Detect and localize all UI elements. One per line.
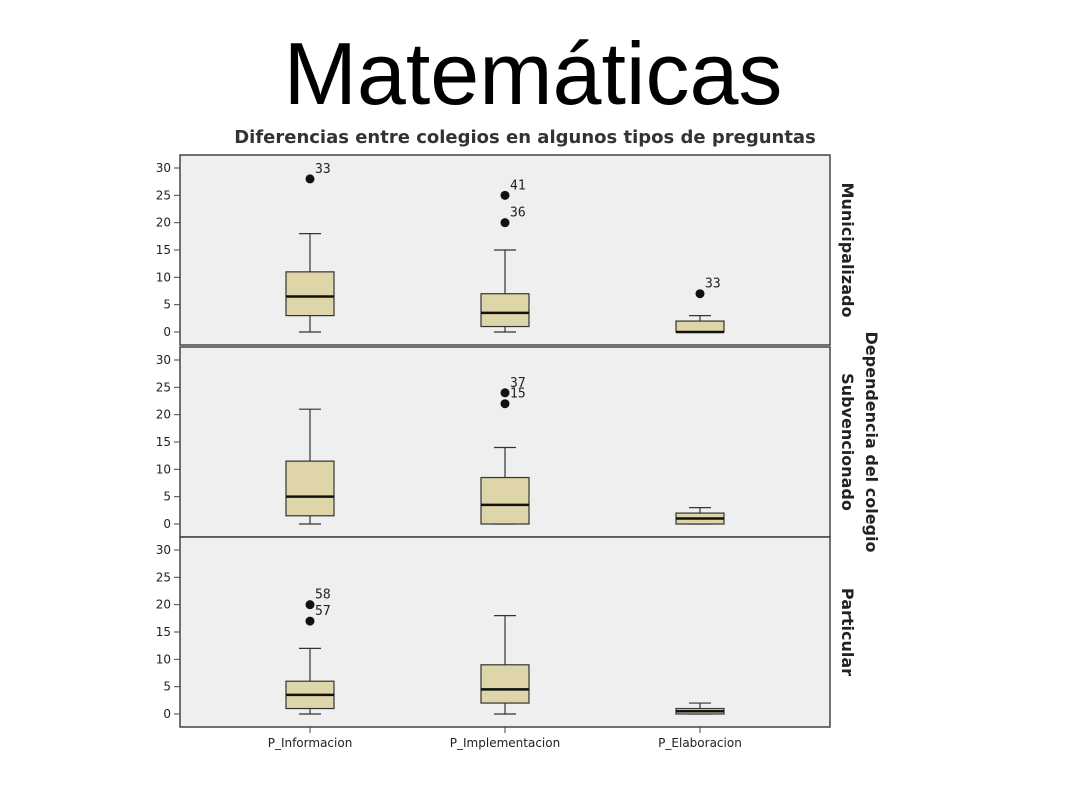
y-tick-label: 20 [156,598,171,612]
outlier-point [500,190,510,200]
outlier-label: 41 [510,178,526,193]
y-tick-label: 0 [163,325,171,339]
outlier-label: 58 [315,588,331,603]
box-iqr [480,293,530,328]
y-tick-label: 20 [156,408,171,422]
y-tick-label: 5 [163,490,171,504]
facet-label: Dependencia del colegio [862,332,881,553]
x-tick-label: P_Elaboracion [658,736,742,750]
x-tick-label: P_Implementacion [450,736,560,750]
box-iqr [675,320,725,333]
y-tick-label: 25 [156,188,171,202]
y-tick-label: 15 [156,435,171,449]
y-tick-label: 15 [156,243,171,257]
y-tick-label: 30 [156,543,171,557]
panel-label: Municipalizado [838,183,857,318]
outlier-label: 33 [315,162,331,177]
y-tick-label: 20 [156,216,171,230]
y-tick-label: 0 [163,707,171,721]
outlier-label: 57 [315,604,331,619]
outlier-label: 36 [510,206,526,221]
y-tick-label: 10 [156,270,171,284]
y-tick-label: 10 [156,462,171,476]
box-iqr [480,476,530,525]
y-tick-label: 0 [163,517,171,531]
box-iqr [285,271,335,317]
outlier-point [500,218,510,228]
outlier-point [695,289,705,299]
chart-panels: 0 5 10 15 20 25 30 Municipalizado 33 36 41 33 0 5 10 15… [156,154,857,750]
outlier-point [305,600,315,610]
outlier-label: 37 [510,376,526,391]
y-tick-label: 10 [156,652,171,666]
y-tick-label: 5 [163,298,171,312]
y-tick-label: 5 [163,680,171,694]
y-tick-label: 30 [156,161,171,175]
y-tick-label: 15 [156,625,171,639]
slide-title: Matemáticas [283,24,783,123]
chart-title: Diferencias entre colegios en algunos ti… [234,127,816,148]
outlier-point [500,388,510,398]
outlier-label: 33 [705,277,721,292]
outlier-point [305,174,315,184]
y-tick-label: 30 [156,353,171,367]
box-iqr [480,664,530,704]
y-tick-label: 25 [156,570,171,584]
box-iqr [285,460,335,517]
y-tick-label: 25 [156,380,171,394]
panel-label: Subvencionado [838,373,857,511]
x-tick-label: P_Informacion [268,736,353,750]
panel-label: Particular [838,588,857,676]
outlier-point [305,616,315,626]
outlier-point [500,399,510,409]
outlier-label: 15 [510,387,526,402]
